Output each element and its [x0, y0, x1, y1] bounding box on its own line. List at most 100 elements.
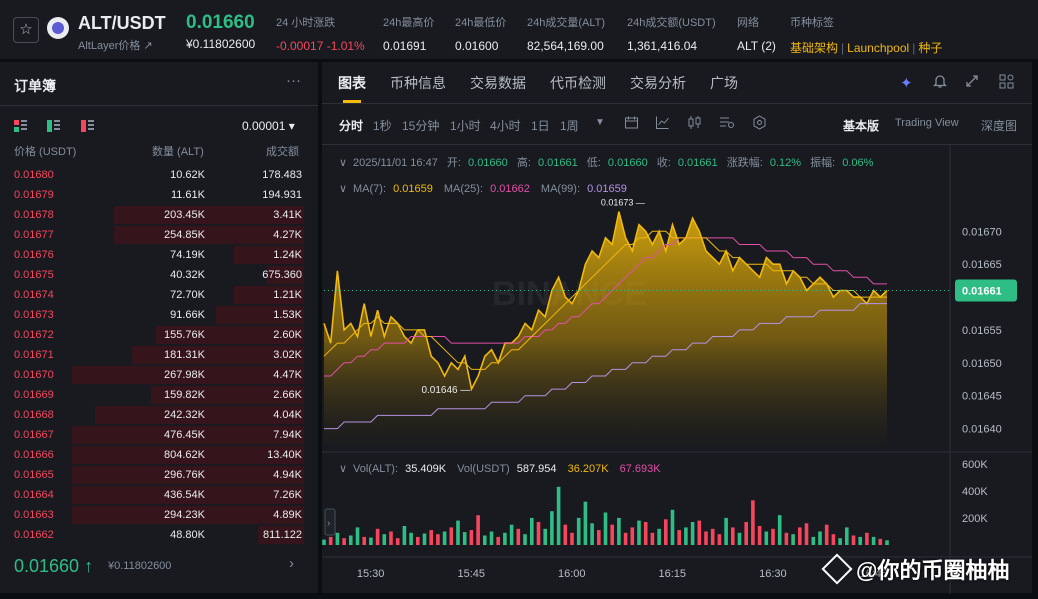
- ask-row[interactable]: 0.01667 476.45K 7.94K: [0, 425, 318, 445]
- ask-amount: 155.76K: [164, 329, 205, 341]
- volume-bar: [556, 486, 561, 545]
- price-chart[interactable]: BINANCE 0.01673 —0.01646 — 0.01670 0.0166…: [322, 144, 1032, 594]
- ask-row[interactable]: 0.01665 296.76K 4.94K: [0, 465, 318, 485]
- ask-total: 7.94K: [273, 429, 302, 441]
- volume-bar: [536, 522, 541, 545]
- both-sides-view-icon[interactable]: [14, 120, 28, 133]
- ask-total: 4.27K: [273, 229, 302, 241]
- chart-svg[interactable]: BINANCE 0.01673 —0.01646 — 0.016700.0166…: [322, 145, 1032, 594]
- ask-row[interactable]: 0.01680 10.62K 178.483: [0, 165, 318, 185]
- chevron-right-icon[interactable]: ›: [289, 555, 294, 572]
- volume-bar: [771, 528, 775, 545]
- tick-size-select[interactable]: 0.00001 ▾: [242, 119, 295, 133]
- layout-icon[interactable]: [999, 74, 1014, 93]
- volume-bar: [489, 531, 494, 545]
- volume-bar: [710, 528, 715, 545]
- volume-bar: [576, 517, 581, 545]
- stat-label: 24h成交额(USDT): [627, 17, 716, 29]
- order-book-last-price-cny: ¥0.11802600: [108, 560, 172, 572]
- candle-style-icon[interactable]: [687, 115, 702, 133]
- volume-bar: [563, 524, 568, 545]
- ask-row[interactable]: 0.01664 436.54K 7.26K: [0, 485, 318, 505]
- tag-seed[interactable]: 种子: [918, 41, 943, 55]
- ask-price: 0.01675: [14, 269, 54, 281]
- gear-icon[interactable]: [752, 115, 767, 133]
- tab-token-check[interactable]: 代币检测: [550, 75, 606, 91]
- tab-square[interactable]: 广场: [710, 75, 738, 91]
- volume-bar: [583, 501, 588, 545]
- ask-row[interactable]: 0.01671 181.31K 3.02K: [0, 345, 318, 365]
- ask-total: 2.66K: [273, 389, 302, 401]
- volume-bar: [389, 531, 393, 545]
- stat-label: 币种标签: [790, 17, 834, 29]
- chevron-left-icon[interactable]: ›: [327, 518, 330, 529]
- interval-15m[interactable]: 15分钟: [402, 119, 440, 133]
- ask-row[interactable]: 0.01673 91.66K 1.53K: [0, 305, 318, 325]
- indicator-icon[interactable]: [655, 115, 670, 133]
- ask-price: 0.01673: [14, 309, 54, 321]
- stat-label: 24h最高价: [383, 17, 435, 29]
- volume-bar: [523, 534, 527, 545]
- volume-bar: [530, 517, 534, 545]
- settings-list-icon[interactable]: [719, 115, 735, 133]
- volume-bar: [777, 515, 782, 545]
- coin-price-link[interactable]: AltLayer价格 ↗: [78, 40, 153, 52]
- ask-row[interactable]: 0.01676 74.19K 1.24K: [0, 245, 318, 265]
- calendar-icon[interactable]: [624, 115, 639, 133]
- interval-1h[interactable]: 1小时: [450, 119, 481, 133]
- ask-row[interactable]: 0.01663 294.23K 4.89K: [0, 505, 318, 525]
- ask-row[interactable]: 0.01677 254.85K 4.27K: [0, 225, 318, 245]
- view-tradingview[interactable]: Trading View: [895, 117, 959, 129]
- interval-1w[interactable]: 1周: [560, 119, 579, 133]
- volume-bar: [416, 536, 420, 545]
- depth-bar: [215, 306, 304, 324]
- ask-row[interactable]: 0.01668 242.32K 4.04K: [0, 405, 318, 425]
- expand-icon[interactable]: [965, 74, 979, 92]
- scroll-left-handle[interactable]: [324, 508, 336, 536]
- ask-row[interactable]: 0.01670 267.98K 4.47K: [0, 365, 318, 385]
- ask-row[interactable]: 0.01672 155.76K 2.60K: [0, 325, 318, 345]
- ask-row[interactable]: 0.01678 203.45K 3.41K: [0, 205, 318, 225]
- pair-name[interactable]: ALT/USDT: [78, 13, 166, 33]
- ask-row[interactable]: 0.01674 72.70K 1.21K: [0, 285, 318, 305]
- volume-bar: [724, 517, 728, 545]
- bids-only-view-icon[interactable]: [47, 120, 61, 133]
- order-book-panel: 订单簿 ··· 0.00001 ▾ 价格 (USDT) 数量 (ALT) 成交额…: [0, 62, 318, 593]
- asks-only-view-icon[interactable]: [80, 120, 95, 133]
- view-basic[interactable]: 基本版: [843, 119, 880, 133]
- ask-row[interactable]: 0.01666 804.62K 13.40K: [0, 445, 318, 465]
- ask-amount: 91.66K: [170, 309, 205, 321]
- sparkle-icon[interactable]: ✦: [900, 75, 913, 92]
- ask-row[interactable]: 0.01675 40.32K 675.360: [0, 265, 318, 285]
- interval-4h[interactable]: 4小时: [490, 119, 521, 133]
- interval-line[interactable]: 分时: [339, 119, 364, 133]
- more-icon[interactable]: ···: [286, 72, 301, 89]
- tag-infrastructure[interactable]: 基础架构: [790, 41, 839, 55]
- volume-bar: [670, 509, 675, 545]
- legend-collapse-icon: ∨: [339, 157, 347, 169]
- ask-amount: 296.76K: [164, 469, 205, 481]
- ask-row[interactable]: 0.01669 159.82K 2.66K: [0, 385, 318, 405]
- ask-row[interactable]: 0.01662 48.80K 811.122: [0, 525, 318, 545]
- volume-bar: [811, 536, 816, 545]
- axis-labels: 0.01670 0.01665 0.01655 0.01650 0.01645 0.016…: [324, 226, 1017, 580]
- tab-chart[interactable]: 图表: [338, 75, 366, 91]
- stat-network[interactable]: 网络 ALT (2): [737, 14, 776, 53]
- interval-1s[interactable]: 1秒: [373, 119, 392, 133]
- tab-coin-info[interactable]: 币种信息: [390, 75, 446, 91]
- tag-launchpool[interactable]: Launchpool: [847, 41, 910, 55]
- bell-icon[interactable]: [932, 74, 948, 93]
- ask-row[interactable]: 0.01679 11.61K 194.931: [0, 185, 318, 205]
- volume-bar: [322, 539, 326, 545]
- view-depth[interactable]: 深度图: [981, 119, 1018, 133]
- tab-trade-analysis[interactable]: 交易分析: [630, 75, 686, 91]
- stat-value: -0.00017 -1.01%: [276, 39, 365, 53]
- interval-1d[interactable]: 1日: [531, 119, 550, 133]
- tab-trading-data[interactable]: 交易数据: [470, 75, 526, 91]
- ma25-line: [324, 237, 887, 377]
- depth-bar: [95, 406, 304, 424]
- star-icon[interactable]: ☆: [13, 17, 39, 43]
- interval-dropdown-icon[interactable]: ▼: [595, 117, 605, 128]
- high-price-marker: 0.01673 —: [601, 198, 645, 208]
- current-price-tag: [955, 279, 1017, 302]
